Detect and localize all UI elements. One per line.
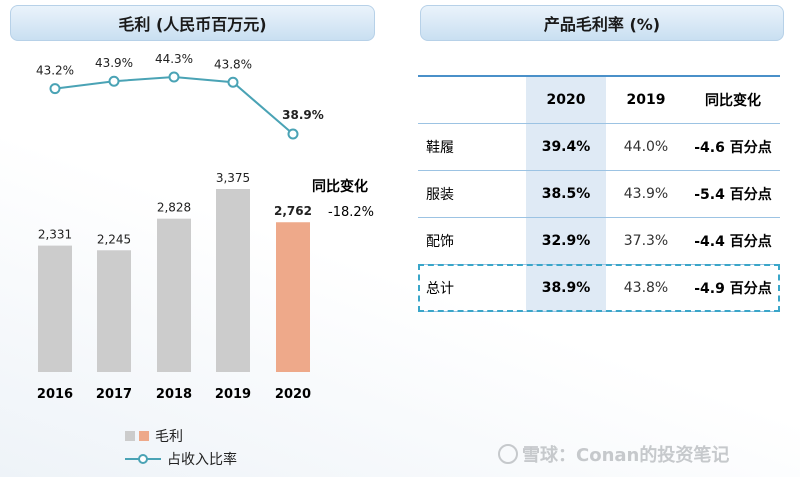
watermark-text: 雪球：Conan的投资笔记 [522,445,730,466]
header-cell-label [418,75,526,124]
bar-2018 [157,218,191,372]
margin-ratio-label: 43.9% [95,56,133,70]
cell-2019: 43.9% [606,170,686,218]
watermark: 雪球：Conan的投资笔记 [498,441,729,467]
yoy-change-value: -18.2% [328,205,374,220]
cell-2019: 37.3% [606,217,686,265]
row-label: 总计 [418,264,526,312]
bar-2019 [216,189,250,372]
margin-ratio-point [227,76,239,88]
header-cell-2019: 2019 [606,75,686,124]
bar-value-label: 2,828 [157,201,191,215]
legend-bar-entry: 毛利 [125,426,183,446]
margin-ratio-point [168,71,180,83]
row-label: 鞋履 [418,123,526,171]
x-tick-label: 2019 [215,387,251,402]
legend-bar-label: 毛利 [155,429,183,445]
table-header-row: 2020 2019 同比变化 [418,75,780,124]
bar-2016 [38,245,72,372]
legend-line-label: 占收入比率 [167,452,237,468]
yoy-change-label: 同比变化 [312,179,368,195]
header-cell-2020: 2020 [526,75,606,124]
cell-2020: 38.5% [526,170,606,218]
row-label: 服装 [418,170,526,218]
product-margin-title: 产品毛利率 (%) [420,5,784,41]
cell-change: -4.4 百分点 [686,217,780,265]
table-row: 鞋履 39.4% 44.0% -4.6 百分点 [418,123,780,171]
cell-2019: 43.8% [606,264,686,312]
gross-profit-chart-title: 毛利 (人民币百万元) [10,5,375,41]
row-label: 配饰 [418,217,526,265]
bar-2020 [276,222,310,372]
x-tick-label: 2017 [96,387,132,402]
bar-value-label: 2,331 [38,228,72,242]
margin-ratio-point [287,128,299,140]
bar-value-label: 2,762 [274,204,312,218]
x-tick-label: 2018 [156,387,192,402]
table-row: 配饰 32.9% 37.3% -4.4 百分点 [418,217,780,265]
margin-ratio-label: 44.3% [155,52,193,66]
legend-line-entry: 占收入比率 [125,449,237,469]
x-tick-label: 2020 [275,387,311,402]
cell-2020: 32.9% [526,217,606,265]
margin-ratio-line [54,75,294,135]
margin-ratio-point [49,83,61,95]
gross-profit-chart: 2,331 2,245 2,828 3,375 2,762 43.2% 43.9% 44.3… [36,52,324,402]
margin-ratio-point [108,75,120,87]
bar-2017 [97,250,131,372]
bar-value-label: 2,245 [97,232,131,246]
cell-2020: 38.9% [526,264,606,312]
margin-ratio-label: 38.9% [282,108,324,122]
table-row: 服装 38.5% 43.9% -5.4 百分点 [418,170,780,218]
table-row-total: 总计 38.9% 43.8% -4.9 百分点 [418,264,780,312]
header-cell-change: 同比变化 [686,75,780,124]
snowball-logo-icon [498,444,518,464]
cell-change: -5.4 百分点 [686,170,780,218]
cell-2019: 44.0% [606,123,686,171]
legend-orange-swatch [139,431,149,441]
cell-2020: 39.4% [526,123,606,171]
x-tick-label: 2016 [37,387,73,402]
legend-gray-swatch [125,431,135,441]
cell-change: -4.6 百分点 [686,123,780,171]
margin-ratio-label: 43.2% [36,64,74,78]
cell-change: -4.9 百分点 [686,264,780,312]
legend-line-icon [125,454,161,464]
margin-ratio-label: 43.8% [214,57,252,71]
bar-value-label: 3,375 [216,171,250,185]
product-margin-table: 2020 2019 同比变化 鞋履 39.4% 44.0% -4.6 百分点 服… [418,75,780,312]
